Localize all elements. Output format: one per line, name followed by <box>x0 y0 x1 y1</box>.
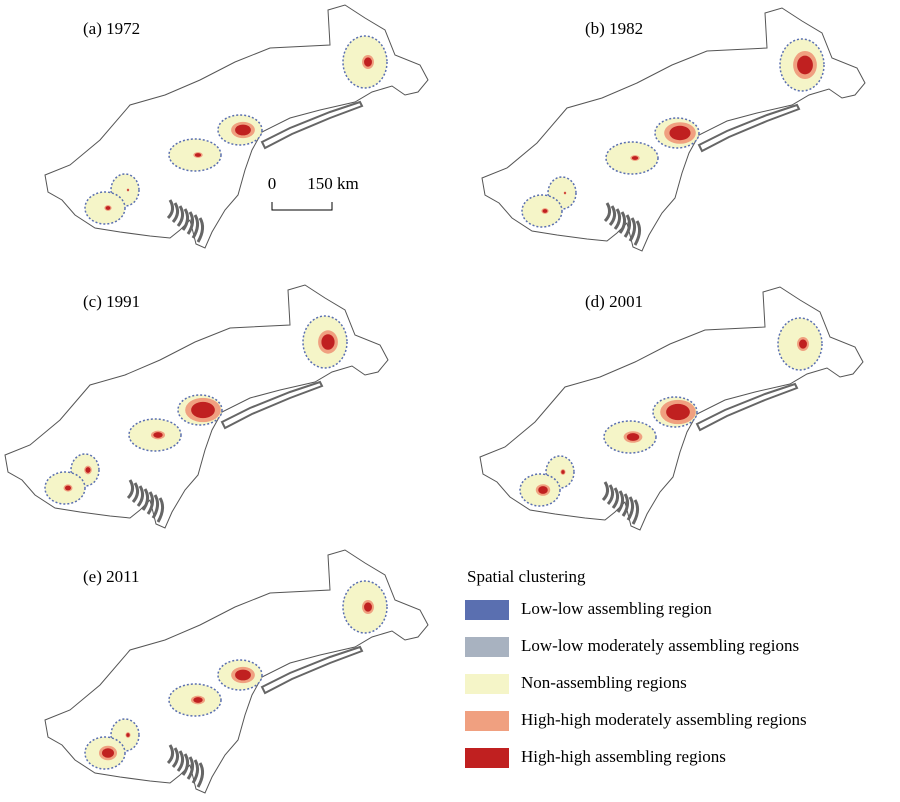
bay-inlet <box>141 488 150 511</box>
coast-land <box>220 380 324 430</box>
bay-inlet <box>191 759 200 784</box>
metro-core <box>127 189 129 191</box>
bay-inlet <box>603 202 612 223</box>
metro-core <box>126 733 130 737</box>
metro-core <box>669 125 691 141</box>
map-panel <box>44 549 429 794</box>
panel-label: (d) 2001 <box>585 292 643 311</box>
legend-label: Low-low assembling region <box>521 599 712 618</box>
metro-core <box>626 433 640 441</box>
legend-swatch <box>465 637 509 657</box>
region-outline <box>481 7 866 252</box>
bay-inlet <box>616 490 625 513</box>
bay-inlet <box>166 199 175 220</box>
map-panel <box>479 286 864 531</box>
metro-core <box>153 432 163 438</box>
metro-core <box>105 206 111 210</box>
bay-inlet <box>171 202 180 223</box>
bay-inlet <box>191 214 200 239</box>
scale-line <box>271 202 333 211</box>
legend-swatch <box>465 674 509 694</box>
metro-core <box>321 334 335 350</box>
bay-inlet <box>618 211 627 234</box>
metro-core <box>564 192 566 194</box>
bay-inlet <box>186 756 195 780</box>
bay-inlet <box>606 484 615 505</box>
metro-core <box>235 669 251 681</box>
region-outline <box>44 549 429 794</box>
metro-core <box>364 602 372 612</box>
metro-core <box>102 748 114 758</box>
panel-label: (a) 1972 <box>83 19 140 38</box>
bay-inlet <box>611 487 620 509</box>
metro-core <box>631 156 639 160</box>
bay-inlet <box>621 493 630 517</box>
metro-core <box>561 470 565 474</box>
bay-inlet <box>608 205 617 226</box>
bay-inlet <box>126 479 135 500</box>
bay-inlet <box>181 208 190 231</box>
bay-inlet <box>166 744 175 765</box>
metro-core <box>538 486 548 494</box>
bay-inlet <box>181 753 190 776</box>
bay-inlet <box>196 217 205 243</box>
metro-core <box>191 401 215 419</box>
legend-label: Non-assembling regions <box>521 673 687 692</box>
panel-label: (b) 1982 <box>585 19 643 38</box>
bay-inlet <box>136 485 145 507</box>
bay-inlet <box>176 205 185 227</box>
bay-inlet <box>631 499 640 525</box>
legend-swatch <box>465 748 509 768</box>
metro-core <box>235 124 251 136</box>
legend-label: High-high moderately assembling regions <box>521 710 807 729</box>
bay-inlet <box>196 762 205 788</box>
metro-core <box>799 339 807 349</box>
panel-label: (e) 2011 <box>83 567 140 586</box>
bay-inlet <box>623 214 632 238</box>
metro-core <box>194 153 202 157</box>
bay-inlet <box>626 496 635 521</box>
scale-start: 0 <box>268 174 277 193</box>
map-panel <box>4 284 389 529</box>
legend-swatch <box>465 711 509 731</box>
legend-title: Spatial clustering <box>467 567 586 586</box>
coast-land <box>260 645 364 695</box>
metro-core <box>797 55 813 75</box>
region-outline <box>44 4 429 249</box>
region-outline <box>4 284 389 529</box>
bay-inlet <box>633 220 642 246</box>
metro-core <box>65 485 71 491</box>
region-outline <box>479 286 864 531</box>
bay-inlet <box>601 481 610 502</box>
bay-inlet <box>176 750 185 772</box>
panel-label: (c) 1991 <box>83 292 140 311</box>
bay-inlet <box>613 208 622 230</box>
metro-core <box>193 697 203 703</box>
metro-core <box>85 467 91 473</box>
metro-core <box>666 403 690 421</box>
bay-inlet <box>151 494 160 519</box>
map-panel <box>481 7 866 252</box>
scale-end: 150 km <box>307 174 358 193</box>
bay-inlet <box>146 491 155 515</box>
bay-inlet <box>171 747 180 768</box>
bay-inlet <box>131 482 140 503</box>
coast-land <box>697 103 801 153</box>
coast-land <box>695 382 799 432</box>
bay-inlet <box>156 497 165 523</box>
scale-bar: 0 150 km <box>268 174 359 211</box>
map-panel <box>44 4 429 249</box>
coast-land <box>260 100 364 150</box>
legend-label: Low-low moderately assembling regions <box>521 636 799 655</box>
metro-core <box>364 57 372 67</box>
legend-label: High-high assembling regions <box>521 747 726 766</box>
bay-inlet <box>186 211 195 235</box>
legend-swatch <box>465 600 509 620</box>
metro-core <box>542 209 548 213</box>
bay-inlet <box>628 217 637 242</box>
